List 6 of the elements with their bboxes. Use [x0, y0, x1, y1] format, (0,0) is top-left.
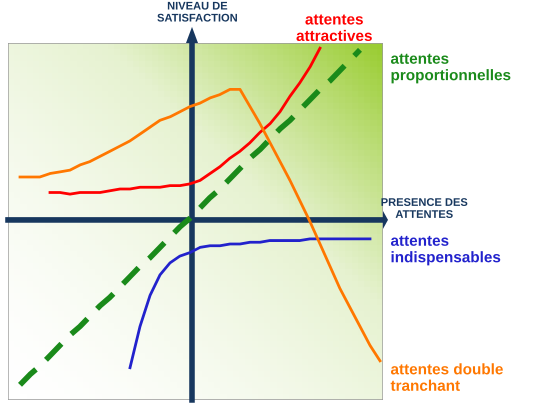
y-axis-title: NIVEAU DE SATISFACTION [157, 2, 237, 22]
text: attentes proportionnelles [390, 54, 510, 84]
series-label: attentes double tranchant [390, 363, 503, 391]
series-label: attentes indispensables [390, 236, 500, 266]
x-axis-title: PRESENCE DES ATTENTES [381, 198, 468, 218]
series-label: attentes attractives [296, 14, 372, 42]
